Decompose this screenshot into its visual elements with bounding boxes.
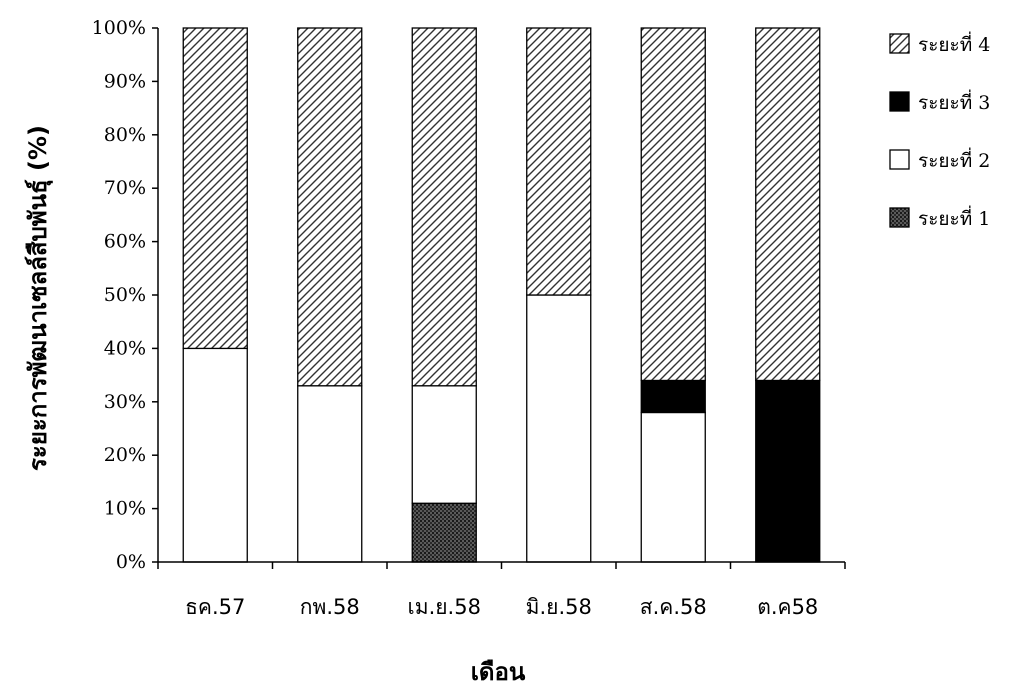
- legend-swatch: [889, 207, 910, 228]
- bar-segment-3-5: [640, 379, 706, 414]
- bar-segment-2-3: [411, 385, 477, 504]
- bar-segment-4-2: [297, 27, 363, 387]
- y-tick-label: 90%: [104, 70, 146, 92]
- y-tick-label: 0%: [116, 551, 146, 573]
- y-tick-label: 60%: [104, 231, 146, 253]
- x-tick-label: ธค.57: [185, 595, 245, 619]
- legend-swatch: [889, 149, 910, 170]
- legend-swatch: [889, 33, 910, 54]
- bar-segment-4-4: [526, 27, 592, 296]
- x-tick-label: มิ.ย.58: [526, 595, 592, 619]
- bar-segment-4-5: [640, 27, 706, 382]
- legend-label: ระยะที่ 2: [918, 147, 990, 172]
- x-tick-label: ส.ค.58: [640, 595, 707, 619]
- bar-segment-2-1: [182, 347, 248, 563]
- y-tick-label: 30%: [104, 391, 146, 413]
- bar-segment-1-3: [411, 502, 477, 563]
- bar-segment-4-6: [755, 27, 821, 382]
- bar-segment-4-1: [182, 27, 248, 350]
- bar-segment-2-5: [640, 411, 706, 563]
- bar-segment-2-4: [526, 294, 592, 563]
- y-tick-label: 80%: [104, 124, 146, 146]
- y-tick-label: 20%: [104, 444, 146, 466]
- x-axis-title: เดือน: [471, 658, 526, 686]
- bar-segment-2-2: [297, 385, 363, 563]
- legend-label: ระยะที่ 4: [918, 31, 990, 56]
- y-axis-title: ระยะการพัฒนาเซลล์สืบพันธุ์ (%): [24, 125, 54, 471]
- x-tick-label: ต.ค58: [757, 595, 818, 619]
- x-tick-label: เม.ย.58: [408, 595, 481, 619]
- legend-swatch: [889, 91, 910, 112]
- bar-segment-4-3: [411, 27, 477, 387]
- legend-label: ระยะที่ 3: [918, 89, 990, 114]
- y-tick-label: 100%: [92, 17, 146, 39]
- y-tick-label: 10%: [104, 498, 146, 520]
- x-tick-label: กพ.58: [300, 595, 360, 619]
- bar-segment-3-6: [755, 379, 821, 563]
- y-tick-label: 70%: [104, 177, 146, 199]
- legend-label: ระยะที่ 1: [918, 205, 990, 230]
- y-tick-label: 40%: [104, 337, 146, 359]
- y-tick-label: 50%: [104, 284, 146, 306]
